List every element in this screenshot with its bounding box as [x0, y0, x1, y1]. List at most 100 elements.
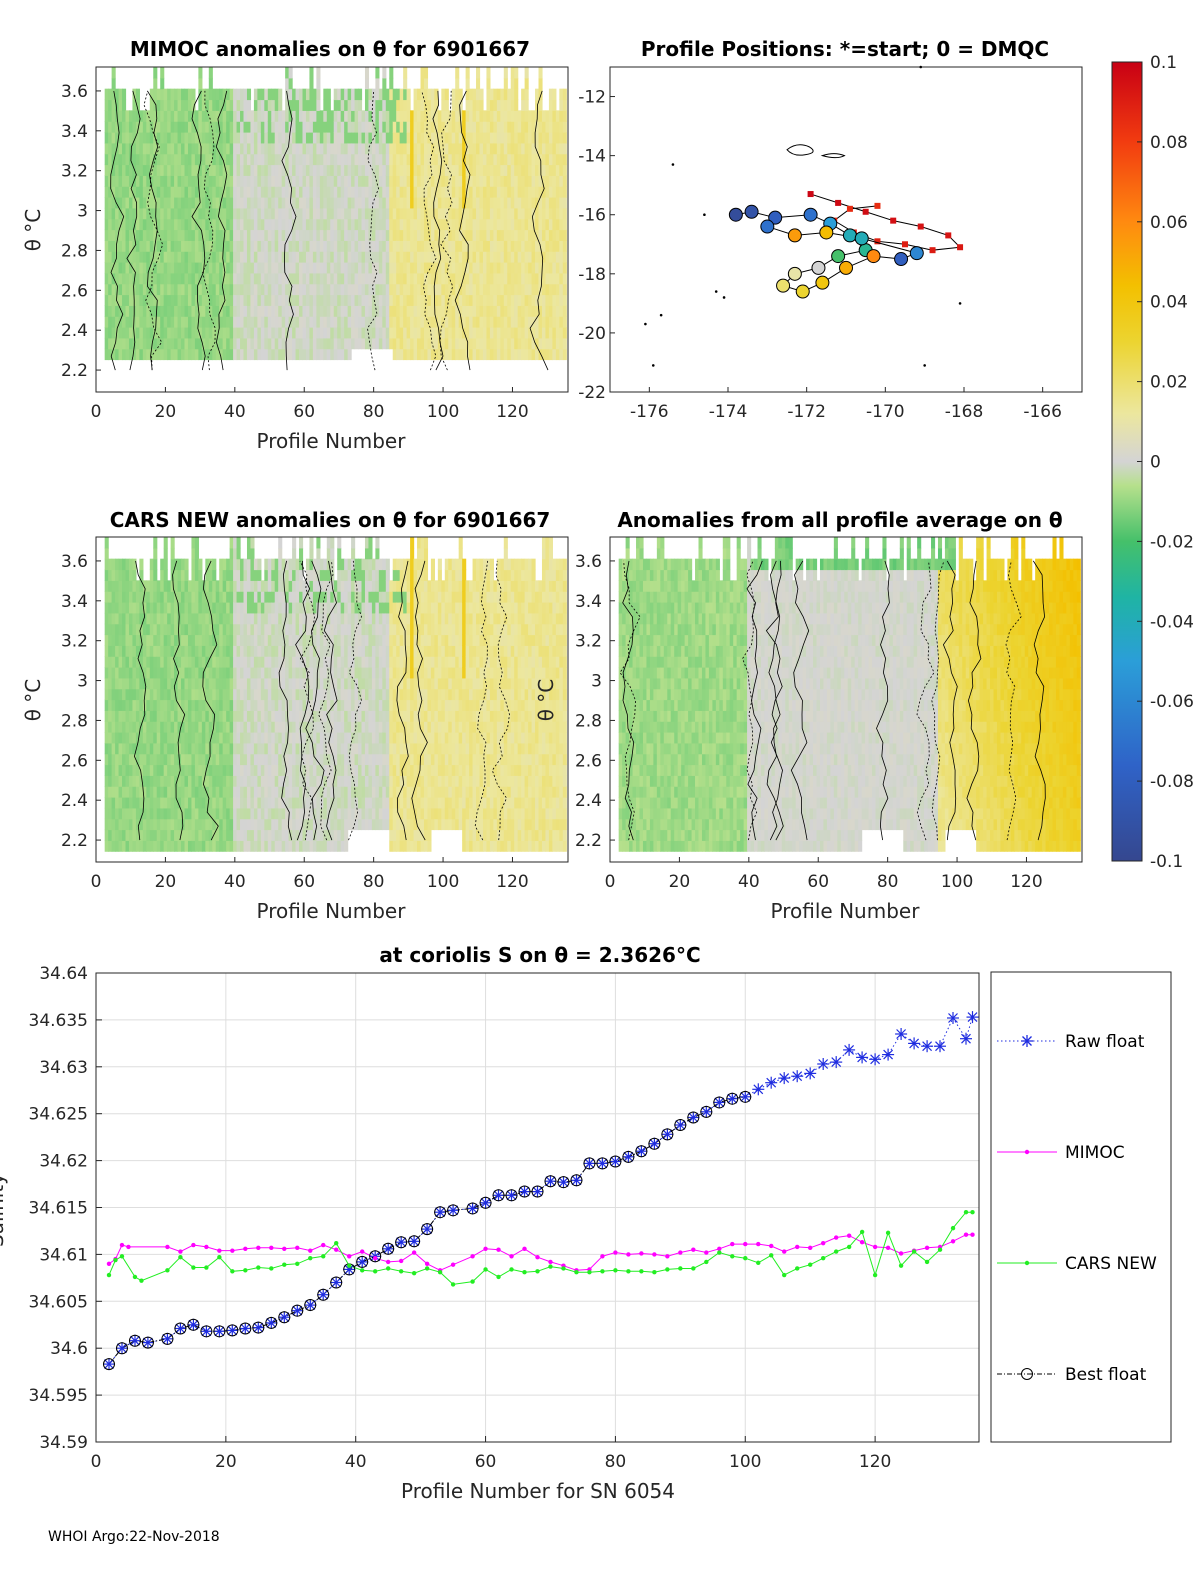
mimoc-cell [504, 338, 508, 349]
mimoc-cell [351, 110, 355, 121]
mimoc-cell [507, 230, 511, 241]
mimoc-cell [393, 327, 397, 338]
mimoc-cell [119, 251, 123, 262]
mimoc-cell [237, 154, 241, 165]
cars-cell [157, 840, 161, 851]
mimoc-cell [316, 251, 320, 262]
cars-cell [119, 840, 123, 851]
mimoc-cell [330, 327, 334, 338]
cars-cell [230, 721, 234, 732]
cars-cell [257, 624, 261, 635]
cars-cell [209, 591, 213, 602]
cars-cell [157, 819, 161, 830]
cars-cell [164, 830, 168, 841]
mimoc-cell [126, 349, 130, 360]
mimoc-cell [292, 349, 296, 360]
mimoc-cell [549, 251, 553, 262]
mimoc-cell [556, 316, 560, 327]
cars-cell [181, 678, 185, 689]
cars-cell [195, 754, 199, 765]
cars-cell [219, 743, 223, 754]
cars-cell [226, 570, 230, 581]
mimoc-cell [358, 208, 362, 219]
mimoc-cell [212, 262, 216, 273]
mimoc-cell [254, 110, 258, 121]
mimoc-cell [146, 186, 150, 197]
mimoc-cell [469, 197, 473, 208]
mimoc-cell [185, 327, 189, 338]
mimoc-cell [528, 338, 532, 349]
mimoc-cell [306, 338, 310, 349]
cars-cell [306, 808, 310, 819]
mimoc-cell [316, 110, 320, 121]
mimoc-cell [136, 284, 140, 295]
mimoc-cell [455, 284, 459, 295]
mimoc-cell [209, 186, 213, 197]
cars-cell [237, 819, 241, 830]
cars-cell [178, 819, 182, 830]
cars-cell [112, 689, 116, 700]
mimoc-cell [351, 284, 355, 295]
mimoc-cell [476, 230, 480, 241]
mimoc-cell [452, 208, 456, 219]
mimoc-cell [563, 327, 567, 338]
mimoc-cell [105, 230, 109, 241]
mimoc-cell [427, 262, 431, 273]
mimoc-cell [486, 219, 490, 230]
cars-cell [268, 656, 272, 667]
mimoc-cell [330, 262, 334, 273]
mimoc-cell [393, 295, 397, 306]
mimoc-cell [257, 295, 261, 306]
mimoc-cell [362, 132, 366, 143]
mimoc-cell [532, 284, 536, 295]
cars-cell [254, 678, 258, 689]
cars-cell [126, 819, 130, 830]
mimoc-cell [504, 295, 508, 306]
mimoc-cell [181, 89, 185, 100]
cars-cell [296, 689, 300, 700]
cars-cell [115, 635, 119, 646]
cars-cell [136, 786, 140, 797]
mimoc-cell [202, 327, 206, 338]
mimoc-cell [473, 208, 477, 219]
cars-cell [264, 559, 268, 570]
cars-cell [247, 645, 251, 656]
mimoc-cell [233, 316, 237, 327]
mimoc-cell [417, 327, 421, 338]
mimoc-cell [316, 305, 320, 316]
mimoc-cell [396, 186, 400, 197]
cars-cell [233, 559, 237, 570]
cars-cell [178, 591, 182, 602]
cars-cell [191, 548, 195, 559]
mimoc-cell [136, 230, 140, 241]
mimoc-cell [368, 208, 372, 219]
mimoc-cell [157, 89, 161, 100]
mimoc-cell [417, 132, 421, 143]
mimoc-cell [275, 186, 279, 197]
cars-cell [282, 808, 286, 819]
mimoc-cell [296, 305, 300, 316]
mimoc-cell [171, 197, 175, 208]
mimoc-cell [348, 295, 352, 306]
cars-cell [268, 613, 272, 624]
mimoc-cell [473, 295, 477, 306]
mimoc-cell [313, 208, 317, 219]
mimoc-cell [469, 305, 473, 316]
cars-cell [254, 559, 258, 570]
mimoc-cell [112, 208, 116, 219]
mimoc-cell [483, 175, 487, 186]
mimoc-cell [466, 78, 470, 89]
mimoc-xtick-label: 120 [496, 402, 528, 422]
mimoc-cell [355, 262, 359, 273]
mimoc-cell [153, 273, 157, 284]
mimoc-cell [410, 240, 414, 251]
cars-cell [254, 721, 258, 732]
mimoc-cell [181, 262, 185, 273]
mimoc-cell [264, 295, 268, 306]
mimoc-cell [292, 295, 296, 306]
mimoc-cell [143, 186, 147, 197]
cars-cell [240, 710, 244, 721]
mimoc-cell [205, 327, 209, 338]
mimoc-cell [362, 154, 366, 165]
mimoc-cell [507, 316, 511, 327]
